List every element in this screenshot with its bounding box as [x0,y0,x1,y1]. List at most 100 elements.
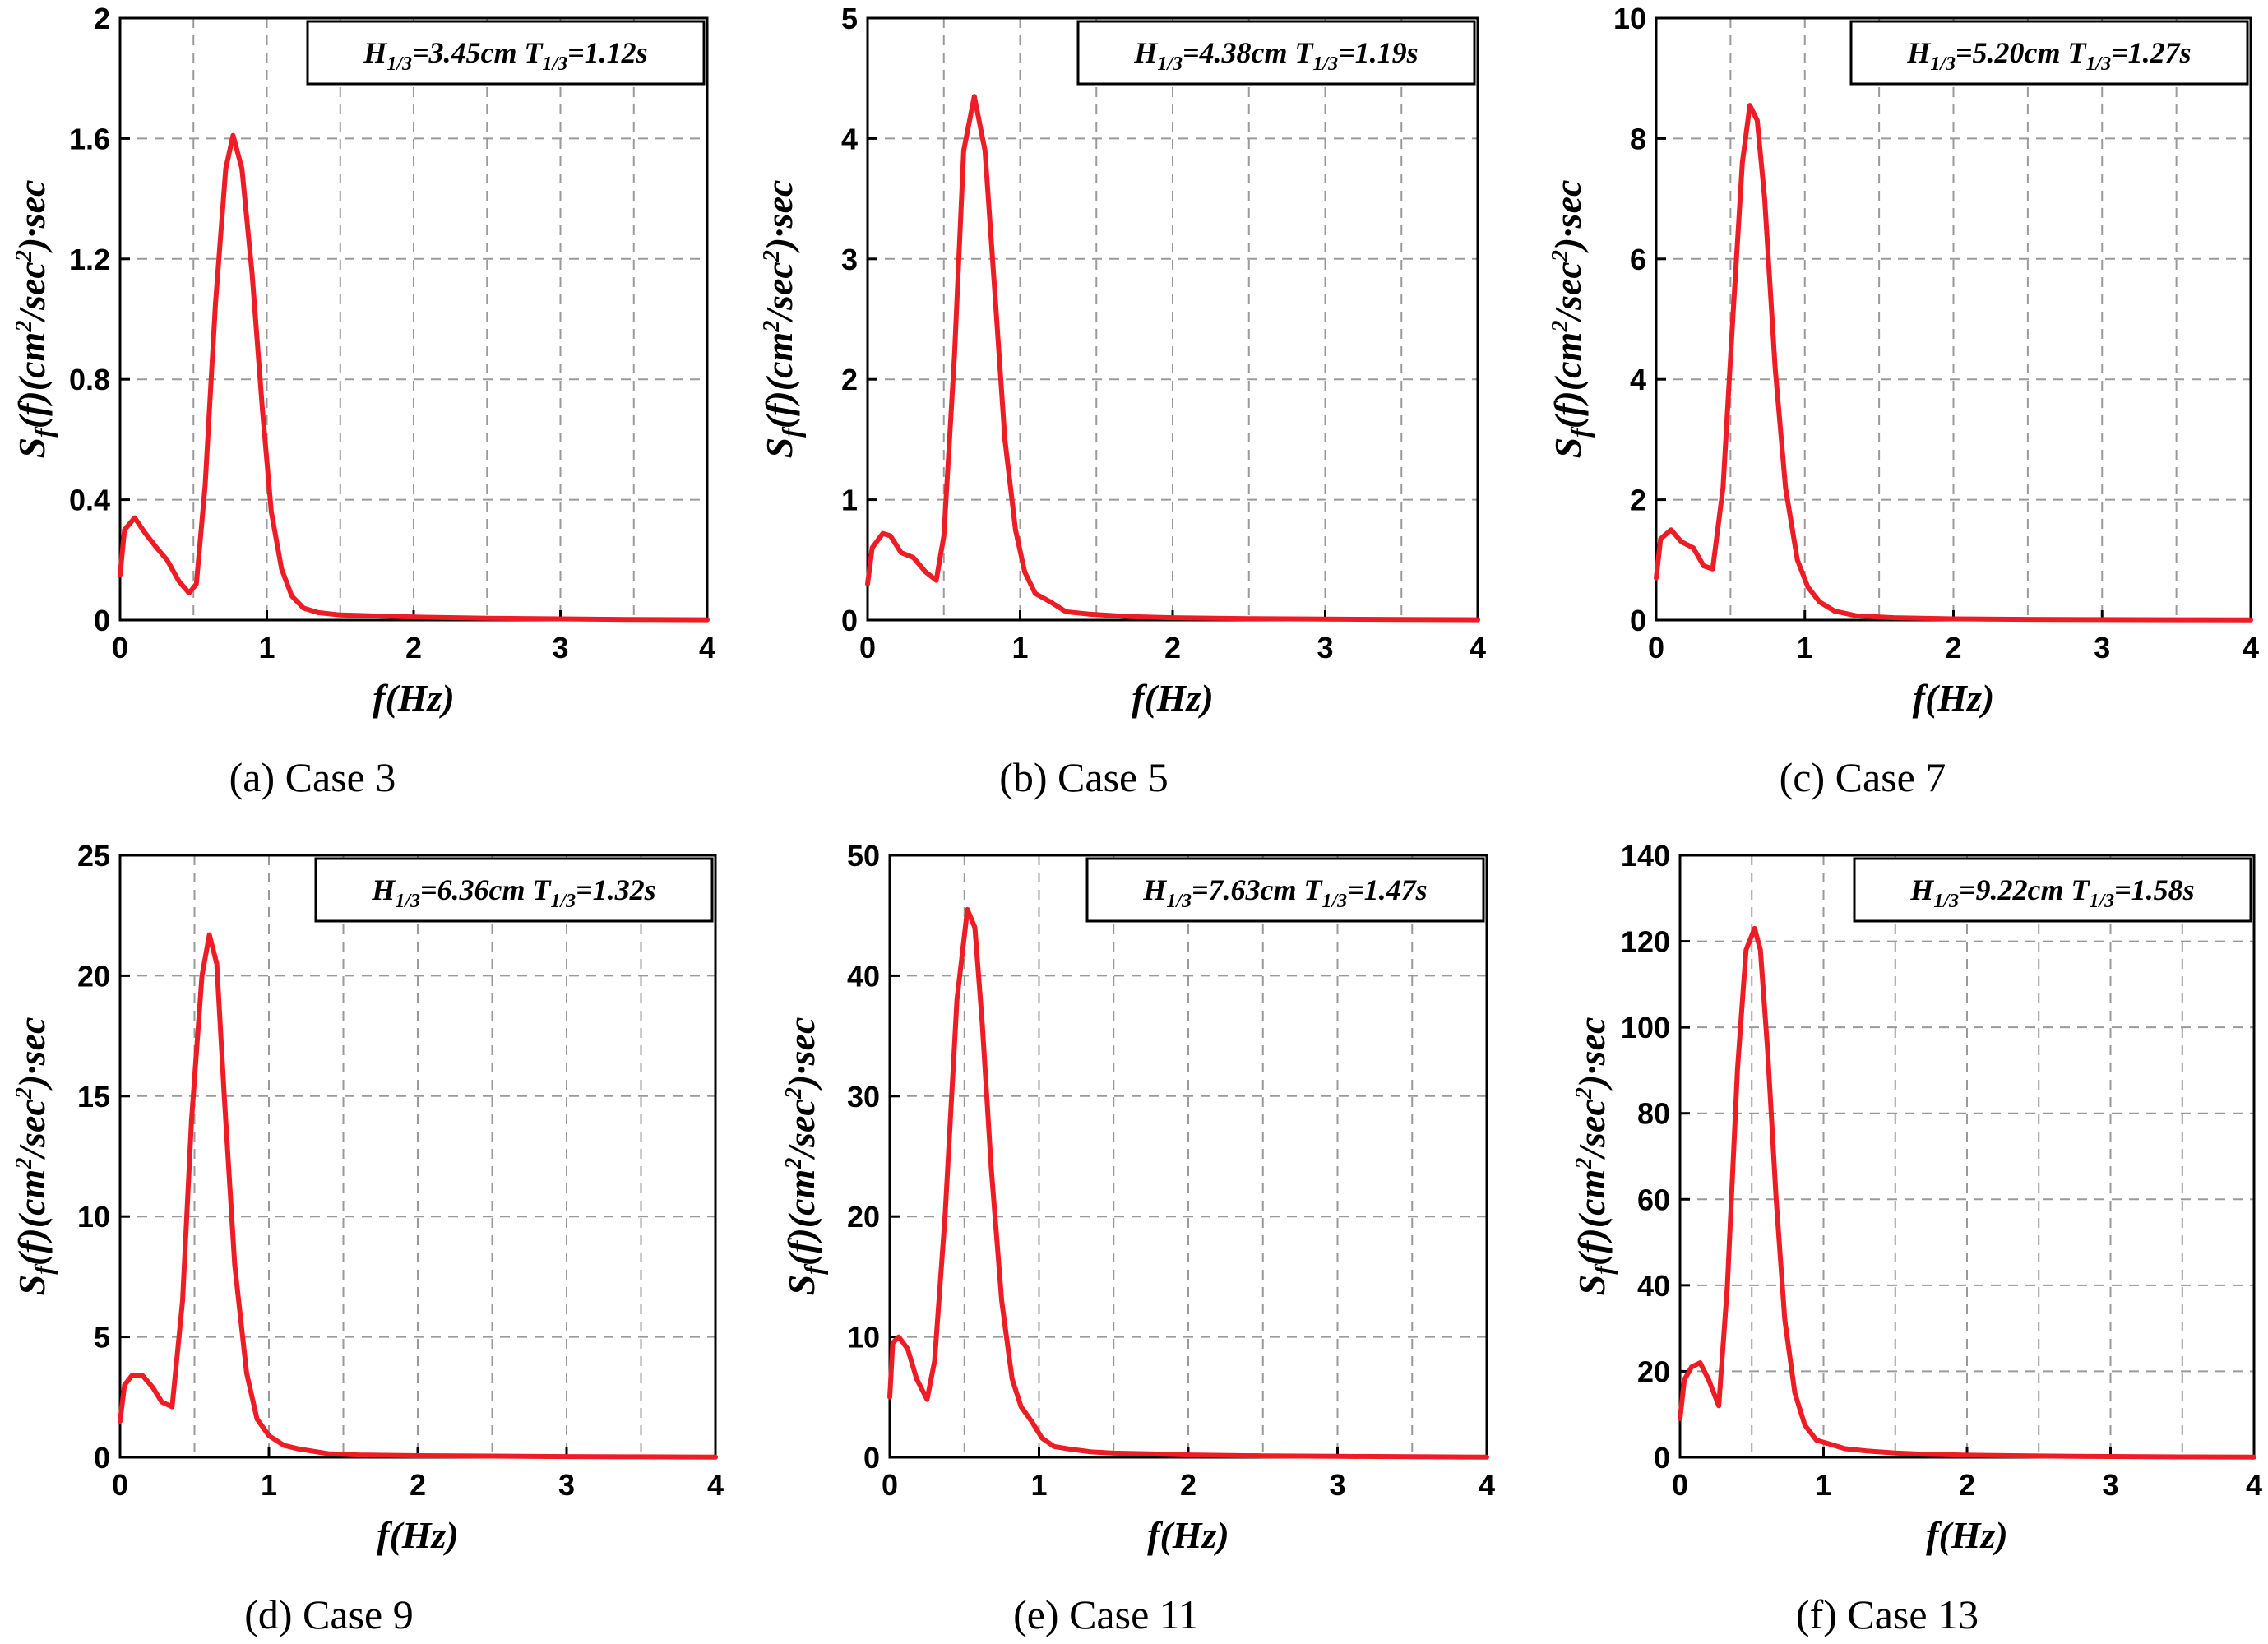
y-tick-label: 1.2 [69,243,110,276]
y-tick-label: 8 [1630,122,1646,155]
y-tick-label: 30 [847,1080,880,1114]
x-tick-label: 1 [1030,1468,1047,1502]
y-tick-label: 0 [94,1441,110,1475]
x-tick-label: 3 [1329,1468,1345,1502]
y-tick-label: 0 [94,604,110,637]
x-tick-label: 1 [1797,631,1813,665]
annotation-text: H1/3=4.38cm T1/3=1.19s [1133,36,1418,75]
x-tick-label: 3 [2102,1468,2118,1502]
y-tick-label: 20 [1637,1355,1670,1388]
y-tick-label: 6 [1630,243,1646,276]
x-tick-label: 1 [261,1468,277,1502]
x-tick-label: 2 [1945,631,1961,665]
y-tick-label: 2 [94,2,110,35]
annotation-text: H1/3=7.63cm T1/3=1.47s [1142,873,1427,912]
chart-panel-1: 0 1 2 3 4 0 1 2 3 4 5 H1/3=4.38cm T1/3=1.19s f(Hz) Sf… [758,2,1486,800]
annotation-text: H1/3=3.45cm T1/3=1.12s [363,36,647,75]
x-axis-label: f(Hz) [1926,1514,2008,1556]
annotation-box [1085,857,1485,923]
x-tick-label: 1 [258,631,275,665]
y-tick-label: 80 [1637,1097,1670,1131]
spectrum-line [118,132,710,623]
x-tick-label: 0 [112,1468,128,1502]
y-tick-label: 50 [847,839,880,873]
x-tick-label: 3 [558,1468,575,1502]
x-tick-label: 0 [112,631,128,665]
y-tick-label: 20 [77,959,110,993]
y-axis-label: Sf(f)(cm2/sec2)·sec [1571,1017,1618,1296]
x-tick-label: 0 [882,1468,898,1502]
y-tick-label: 20 [847,1200,880,1234]
y-axis-label: Sf(f)(cm2/sec2)·sec [780,1017,828,1296]
x-tick-label: 2 [1180,1468,1196,1502]
y-tick-label: 0 [863,1441,880,1475]
annotation-box [1853,857,2252,923]
x-tick-label: 0 [1648,631,1664,665]
y-tick-label: 0.4 [69,484,110,517]
x-axis-label: f(Hz) [377,1514,459,1556]
x-tick-label: 3 [552,631,568,665]
annotation-box [1849,20,2249,86]
annotation-box [306,20,706,86]
y-tick-label: 10 [77,1200,110,1234]
x-tick-label: 1 [1011,631,1028,665]
x-axis-label: f(Hz) [1147,1514,1229,1556]
y-tick-label: 15 [77,1080,110,1114]
x-axis-label: f(Hz) [1913,677,1995,719]
x-tick-label: 0 [859,631,876,665]
x-tick-label: 0 [1672,1468,1688,1502]
y-tick-label: 2 [1630,484,1646,517]
chart-panel-3: 0 1 2 3 4 0 5 10 15 20 25 H1/3=6.36cm T1/3=1.32s f(H… [11,839,724,1637]
panel-caption: (a) Case 3 [229,754,396,800]
x-tick-label: 2 [410,1468,426,1502]
x-tick-label: 2 [1164,631,1181,665]
y-tick-label: 0 [1654,1441,1670,1475]
panel-caption: (d) Case 9 [244,1591,414,1637]
panel-caption: (b) Case 5 [999,754,1169,800]
x-tick-label: 3 [2094,631,2110,665]
y-tick-label: 4 [841,122,858,155]
x-axis-label: f(Hz) [1132,677,1214,719]
y-axis-label: Sf(f)(cm2/sec2)·sec [11,180,58,459]
y-tick-label: 40 [847,959,880,993]
x-tick-label: 4 [2246,1468,2262,1502]
y-tick-label: 0 [1630,604,1646,637]
spectrum-line [887,906,1489,1460]
x-tick-label: 4 [699,631,715,665]
panel-caption: (c) Case 7 [1780,754,1946,800]
x-tick-label: 4 [2243,631,2259,665]
x-axis-label: f(Hz) [373,677,455,719]
y-tick-label: 0 [841,604,858,637]
x-tick-label: 4 [1479,1468,1495,1502]
x-tick-label: 1 [1815,1468,1831,1502]
y-tick-label: 10 [1613,2,1646,35]
y-tick-label: 40 [1637,1269,1670,1303]
x-tick-label: 4 [707,1468,724,1502]
y-tick-label: 100 [1621,1011,1670,1044]
x-tick-label: 3 [1317,631,1333,665]
annotation-box [1076,20,1476,86]
panel-caption: (e) Case 11 [1013,1591,1199,1637]
annotation-text: H1/3=6.36cm T1/3=1.32s [371,873,655,912]
y-tick-label: 1 [841,484,858,517]
y-axis-label: Sf(f)(cm2/sec2)·sec [758,180,806,459]
spectrum-line [1654,103,2253,623]
y-tick-label: 25 [77,839,110,873]
spectrum-line [118,932,718,1460]
x-tick-label: 2 [405,631,422,665]
y-tick-label: 0.8 [69,363,110,396]
y-tick-label: 120 [1621,925,1670,959]
y-tick-label: 2 [841,363,858,396]
spectrum-line [1678,925,2256,1460]
chart-panel-2: 0 1 2 3 4 0 2 4 6 8 10 H1/3=5.20cm T1/3=1.27s f(Hz) S… [1547,2,2259,800]
annotation-box [314,857,714,923]
annotation-text: H1/3=5.20cm T1/3=1.27s [1906,36,2191,75]
y-axis-label: Sf(f)(cm2/sec2)·sec [11,1017,58,1296]
y-tick-label: 140 [1621,839,1670,873]
y-tick-label: 5 [94,1321,110,1355]
annotation-text: H1/3=9.22cm T1/3=1.58s [1909,873,2194,912]
chart-panel-0: 0 1 2 3 4 0 0.4 0.8 1.2 1.6 2 H1/3=3.45cm T1/3=1.12… [11,2,715,800]
